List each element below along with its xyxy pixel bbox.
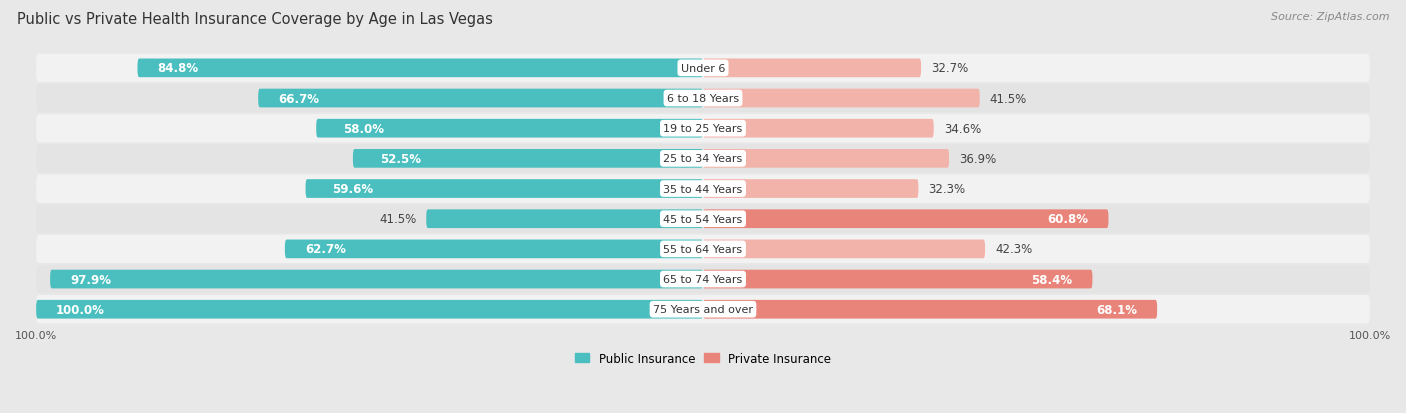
- FancyBboxPatch shape: [703, 270, 1092, 289]
- Text: 58.4%: 58.4%: [1032, 273, 1073, 286]
- Text: 45 to 54 Years: 45 to 54 Years: [664, 214, 742, 224]
- Text: 97.9%: 97.9%: [70, 273, 111, 286]
- FancyBboxPatch shape: [285, 240, 703, 259]
- FancyBboxPatch shape: [703, 59, 921, 78]
- FancyBboxPatch shape: [353, 150, 703, 169]
- Text: 100.0%: 100.0%: [56, 303, 105, 316]
- FancyBboxPatch shape: [51, 270, 703, 289]
- FancyBboxPatch shape: [703, 240, 986, 259]
- Text: 84.8%: 84.8%: [157, 62, 198, 75]
- FancyBboxPatch shape: [259, 90, 703, 108]
- FancyBboxPatch shape: [703, 210, 1108, 228]
- Text: 41.5%: 41.5%: [990, 92, 1026, 105]
- Text: 36.9%: 36.9%: [959, 152, 997, 166]
- Text: 32.7%: 32.7%: [931, 62, 969, 75]
- Text: 52.5%: 52.5%: [380, 152, 420, 166]
- Text: 62.7%: 62.7%: [305, 243, 346, 256]
- FancyBboxPatch shape: [703, 90, 980, 108]
- FancyBboxPatch shape: [316, 119, 703, 138]
- FancyBboxPatch shape: [37, 265, 1369, 294]
- Text: 75 Years and over: 75 Years and over: [652, 304, 754, 314]
- Text: 35 to 44 Years: 35 to 44 Years: [664, 184, 742, 194]
- Text: 55 to 64 Years: 55 to 64 Years: [664, 244, 742, 254]
- Text: Source: ZipAtlas.com: Source: ZipAtlas.com: [1271, 12, 1389, 22]
- Text: 68.1%: 68.1%: [1097, 303, 1137, 316]
- Text: 19 to 25 Years: 19 to 25 Years: [664, 124, 742, 134]
- Text: Under 6: Under 6: [681, 64, 725, 74]
- FancyBboxPatch shape: [703, 300, 1157, 319]
- FancyBboxPatch shape: [37, 205, 1369, 233]
- Text: 32.3%: 32.3%: [928, 183, 966, 196]
- Text: 65 to 74 Years: 65 to 74 Years: [664, 274, 742, 285]
- FancyBboxPatch shape: [37, 115, 1369, 143]
- Text: 59.6%: 59.6%: [332, 183, 374, 196]
- FancyBboxPatch shape: [37, 55, 1369, 83]
- Text: 58.0%: 58.0%: [343, 122, 384, 135]
- FancyBboxPatch shape: [37, 85, 1369, 113]
- Text: 42.3%: 42.3%: [995, 243, 1032, 256]
- FancyBboxPatch shape: [37, 295, 1369, 324]
- FancyBboxPatch shape: [703, 119, 934, 138]
- Text: 60.8%: 60.8%: [1047, 213, 1088, 225]
- Text: 41.5%: 41.5%: [380, 213, 416, 225]
- Text: 34.6%: 34.6%: [943, 122, 981, 135]
- FancyBboxPatch shape: [703, 180, 918, 198]
- FancyBboxPatch shape: [305, 180, 703, 198]
- Text: 66.7%: 66.7%: [278, 92, 319, 105]
- Text: 6 to 18 Years: 6 to 18 Years: [666, 94, 740, 104]
- FancyBboxPatch shape: [37, 300, 703, 319]
- Text: Public vs Private Health Insurance Coverage by Age in Las Vegas: Public vs Private Health Insurance Cover…: [17, 12, 492, 27]
- FancyBboxPatch shape: [37, 145, 1369, 173]
- FancyBboxPatch shape: [37, 235, 1369, 263]
- Text: 25 to 34 Years: 25 to 34 Years: [664, 154, 742, 164]
- FancyBboxPatch shape: [138, 59, 703, 78]
- FancyBboxPatch shape: [37, 175, 1369, 203]
- FancyBboxPatch shape: [426, 210, 703, 228]
- Legend: Public Insurance, Private Insurance: Public Insurance, Private Insurance: [571, 347, 835, 370]
- FancyBboxPatch shape: [703, 150, 949, 169]
